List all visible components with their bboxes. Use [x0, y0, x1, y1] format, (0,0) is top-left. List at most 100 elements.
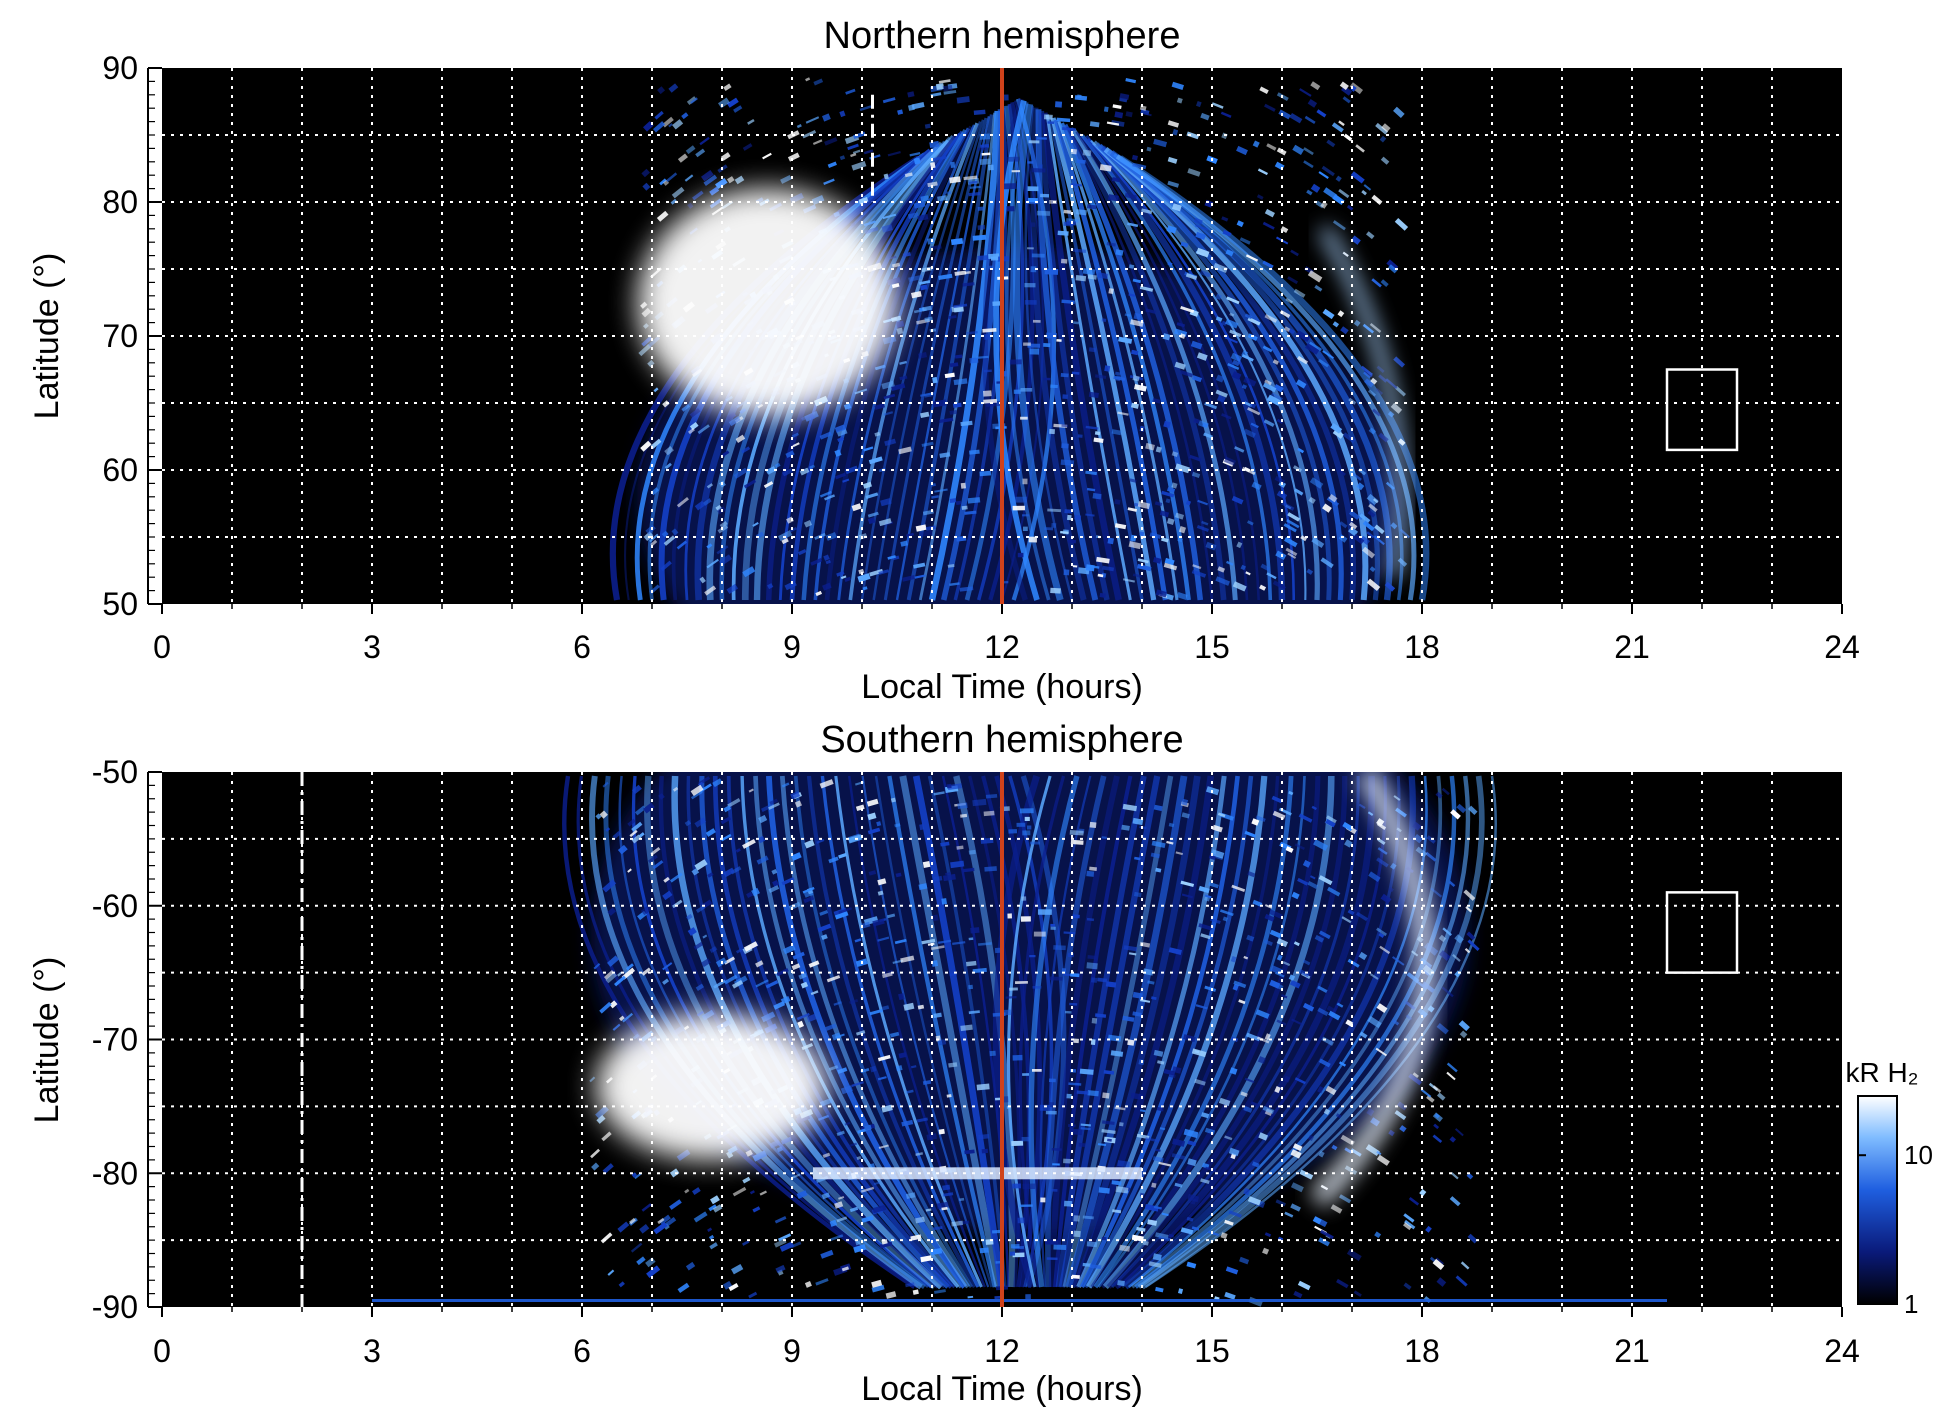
north-emission-speckle [1308, 341, 1322, 352]
south-emission-speckle [806, 1013, 817, 1023]
north-emission-streak [1095, 142, 1332, 601]
north-emission-speckle [1128, 540, 1142, 550]
north-emission-speckle [1115, 249, 1124, 256]
north-emission-speckle [898, 446, 912, 455]
north-emission-speckle [1073, 321, 1080, 325]
south-emission-speckle [1011, 1140, 1024, 1146]
south-emission-speckle [985, 794, 998, 799]
north-emission-speckle [992, 301, 1002, 306]
south-emission-speckle [1294, 1077, 1306, 1085]
north-emission-speckle [1020, 416, 1028, 420]
north-emission-speckle [1316, 109, 1327, 118]
south-emission-speckle [1017, 1217, 1025, 1224]
south-emission-speckle [1413, 833, 1424, 844]
south-emission-speckle [849, 1206, 859, 1213]
north-emission-streak [993, 99, 1040, 601]
north-emission-speckle [1380, 156, 1390, 165]
north-emission-speckle [1044, 527, 1054, 531]
south-emission-speckle [1183, 1128, 1199, 1139]
south-emission-speckle [1098, 1187, 1110, 1194]
north-x-tick-label: 12 [984, 629, 1020, 665]
north-emission-speckle [659, 178, 667, 186]
south-emission-speckle [1142, 1240, 1149, 1246]
north-emission-speckle [792, 442, 800, 448]
north-emission-speckle [854, 388, 868, 395]
north-emission-speckle [1171, 203, 1182, 212]
north-emission-speckle [1115, 371, 1122, 376]
south-emission-speckle [1446, 1071, 1456, 1081]
south-emission-speckle [1168, 947, 1182, 955]
north-emission-speckle [1143, 112, 1152, 117]
north-emission-speckle [904, 172, 913, 178]
north-emission-speckle [917, 352, 928, 359]
north-emission-speckle [1102, 565, 1115, 572]
north-emission-speckle [1179, 333, 1186, 339]
north-emission-speckle [1114, 523, 1127, 530]
north-emission-speckle [1309, 477, 1324, 489]
north-emission-speckle [1085, 425, 1099, 430]
north-markers [871, 68, 1739, 604]
north-emission-speckle [789, 526, 798, 533]
south-emission-speckle [1331, 1144, 1338, 1151]
north-emission-speckle [1159, 510, 1170, 518]
north-emission-speckle [1032, 319, 1041, 323]
south-emission-speckle [906, 1089, 914, 1094]
north-emission-speckle [661, 530, 669, 538]
south-emission-speckle [1378, 932, 1385, 938]
south-emission-speckle [1356, 911, 1368, 922]
south-emission-speckle [1399, 1125, 1407, 1133]
north-emission-speckle [1075, 275, 1087, 282]
south-emission-speckle [919, 824, 925, 831]
north-emission-speckle [1362, 520, 1375, 532]
north-emission-speckle [1378, 432, 1389, 443]
south-emission-speckle [602, 879, 617, 893]
south-emission-speckle [1144, 1204, 1159, 1212]
south-emission-speckle [1289, 979, 1301, 989]
north-emission-speckle [1364, 378, 1374, 388]
south-emission-speckle [1228, 1147, 1240, 1157]
south-emission-speckle [920, 1255, 932, 1263]
south-emission-speckle [1323, 1108, 1331, 1115]
north-emission-speckle [689, 422, 699, 431]
south-emission-speckle [1263, 939, 1273, 946]
north-emission-speckle [1355, 144, 1365, 153]
north-emission-speckle [1351, 472, 1362, 481]
south-emission-speckle [1140, 1109, 1146, 1113]
south-emission-speckle [596, 1114, 606, 1124]
north-emission-speckle [1227, 363, 1240, 371]
north-emission-speckle [1380, 279, 1389, 288]
south-emission-speckle [1311, 805, 1317, 811]
north-emission-speckle [1275, 550, 1287, 561]
south-emission-speckle [607, 1269, 615, 1276]
south-emission-speckle [1276, 954, 1283, 961]
north-emission-speckle [844, 576, 852, 583]
south-emission-speckle [1281, 994, 1288, 999]
south-emission-speckle [829, 1234, 844, 1242]
south-emission-speckle [802, 886, 815, 894]
colorbar-tick-label: 10 [1904, 1140, 1933, 1170]
south-emission-speckle [1330, 1204, 1343, 1214]
south-emission-speckle [1052, 1163, 1060, 1166]
south-emission-speckle [1390, 862, 1397, 870]
north-emission-speckle [1174, 512, 1185, 520]
north-emission-speckle [1338, 120, 1345, 127]
south-emission-speckle [1452, 954, 1461, 962]
south-emission-speckle [965, 960, 977, 967]
north-emission-speckle [863, 446, 874, 452]
south-emission-speckle [698, 781, 704, 787]
north-emission-speckle [949, 410, 958, 415]
north-emission-speckle [778, 530, 793, 542]
south-emission-speckle [922, 1079, 932, 1086]
south-emission-speckle [768, 885, 780, 894]
north-emission-speckle [767, 583, 774, 590]
south-emission-speckle [1247, 871, 1256, 878]
south-emission-speckle [1090, 1039, 1096, 1046]
north-emission-streak [848, 122, 979, 601]
south-emission-speckle [1049, 976, 1063, 981]
south-emission-speckle [1268, 909, 1283, 919]
north-emission-speckle [1037, 137, 1047, 140]
south-emission-speckle [890, 797, 896, 803]
north-emission-streak [1062, 123, 1204, 601]
north-emission-speckle [1132, 573, 1142, 578]
north-emission-speckle [834, 472, 846, 480]
